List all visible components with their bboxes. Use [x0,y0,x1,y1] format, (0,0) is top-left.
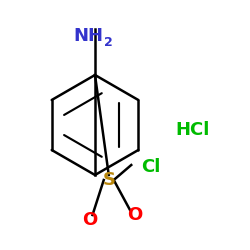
Text: NH: NH [74,27,104,45]
Text: 2: 2 [104,36,113,49]
Text: HCl: HCl [175,121,210,139]
Text: O: O [128,206,142,224]
Text: O: O [82,211,98,229]
Text: Cl: Cl [141,158,161,176]
Text: S: S [102,171,115,189]
